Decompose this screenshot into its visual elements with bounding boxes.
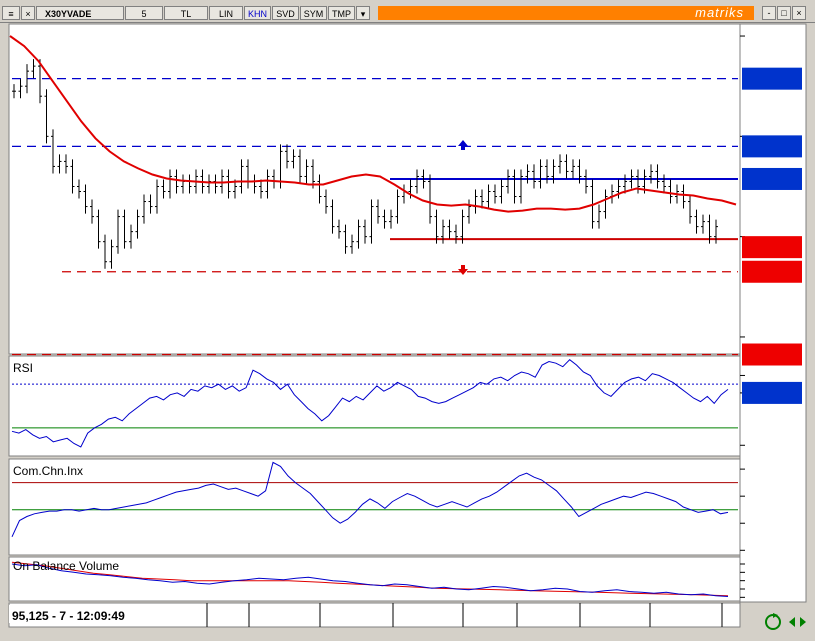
sym-button[interactable]: SYM	[300, 6, 327, 20]
rsi-panel[interactable]	[8, 355, 741, 457]
close-symbol-button[interactable]: ×	[21, 6, 35, 20]
menu-icon[interactable]: ≡	[2, 6, 20, 20]
rsi-value-tag	[742, 381, 802, 404]
price-panel[interactable]	[8, 23, 741, 355]
cci-title: Com.Chn.Inx	[13, 464, 83, 478]
status-readout-bg	[9, 605, 152, 623]
y-axis-area	[739, 23, 807, 603]
currency-button[interactable]: TL	[164, 6, 208, 20]
obv-line	[11, 563, 729, 597]
level-tag	[742, 260, 802, 283]
rsi-line	[11, 359, 729, 448]
level-tag	[742, 135, 802, 158]
status-readout: 95,125 - 7 - 12:09:49	[12, 609, 125, 623]
svd-button[interactable]: SVD	[272, 6, 299, 20]
brand-logo: matriks	[695, 5, 744, 20]
obv-title: On Balance Volume	[13, 559, 119, 573]
moving-average-line	[9, 35, 737, 213]
chart-area[interactable]: RSI Com.Chn.Inx On Balance Volume 95,125…	[0, 22, 815, 641]
minimize-button[interactable]: -	[762, 6, 776, 20]
scale-button[interactable]: LIN	[209, 6, 243, 20]
level-tag	[742, 343, 802, 366]
scroll-left-icon[interactable]	[789, 617, 795, 627]
close-window-button[interactable]: ×	[792, 6, 806, 20]
dropdown-arrow-icon[interactable]: ▾	[356, 6, 370, 20]
interval-button[interactable]: 5	[125, 6, 163, 20]
up-arrow-icon	[458, 140, 468, 150]
refresh-icon[interactable]	[765, 613, 781, 630]
level-tag	[742, 236, 802, 259]
cci-panel[interactable]	[8, 458, 741, 556]
rsi-title: RSI	[13, 361, 33, 375]
maximize-button[interactable]: □	[777, 6, 791, 20]
level-tag	[742, 67, 802, 90]
scroll-right-icon[interactable]	[800, 617, 806, 627]
toolbar: ≡ × X30YVADE 5 TL LIN KHN SVD SYM TMP ▾ …	[0, 0, 815, 23]
symbol-field[interactable]: X30YVADE	[36, 6, 124, 20]
level-tag	[742, 167, 802, 190]
tmp-button[interactable]: TMP	[328, 6, 355, 20]
down-arrow-icon	[458, 265, 468, 275]
title-bar: matriks	[378, 5, 754, 20]
cci-line	[11, 461, 729, 538]
obv-panel[interactable]	[8, 556, 741, 602]
khn-button[interactable]: KHN	[244, 6, 271, 20]
